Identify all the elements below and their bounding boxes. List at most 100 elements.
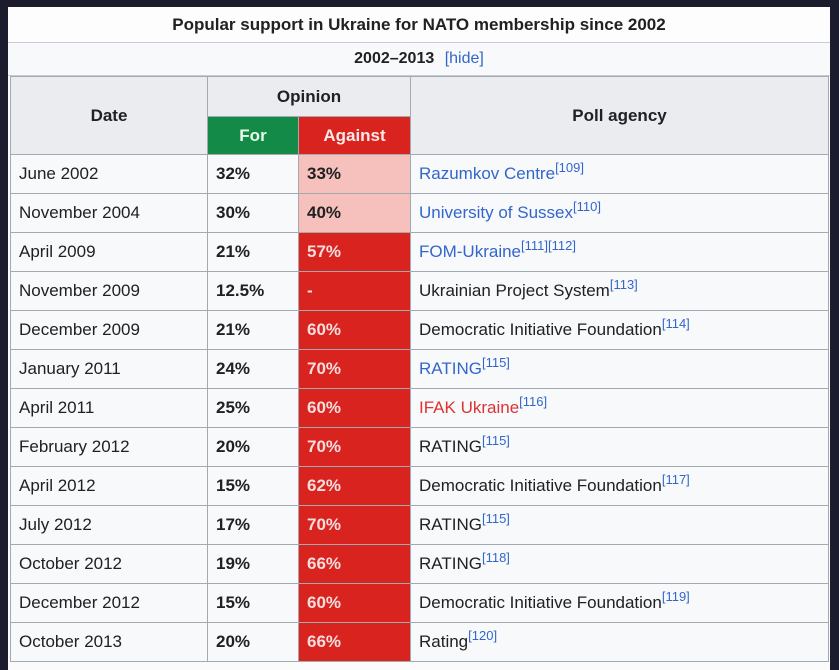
poll-agency-name[interactable]: RATING [419, 359, 482, 378]
poll-agency-name: Democratic Initiative Foundation [419, 320, 662, 339]
table-row: November 2004 30% 40% University of Sussex[… [10, 193, 829, 233]
header-opinion: Opinion [207, 76, 411, 117]
poll-agency-name[interactable]: Razumkov Centre [419, 164, 556, 183]
header-poll-agency: Poll agency [410, 76, 829, 155]
header-for: For [207, 116, 299, 155]
cell-date: April 2012 [10, 466, 208, 506]
cell-poll-agency: Ukrainian Project System[113] [410, 271, 829, 311]
reference-link[interactable]: [119] [661, 589, 690, 604]
poll-agency-name: RATING [419, 554, 482, 573]
cell-poll-agency: Democratic Initiative Foundation[117] [410, 466, 829, 506]
cell-against: 33% [298, 154, 411, 194]
table-row: April 2012 15% 62% Democratic Initiative Fo… [10, 466, 829, 506]
cell-date: November 2009 [10, 271, 208, 311]
cell-poll-agency: University of Sussex[110] [410, 193, 829, 233]
poll-agency-name[interactable]: FOM-Ukraine [419, 242, 522, 261]
cell-for: 15% [207, 583, 299, 623]
reference-link[interactable]: [113] [609, 277, 638, 292]
cell-poll-agency: RATING[115] [410, 505, 829, 545]
cell-for: 30% [207, 193, 299, 233]
cell-poll-agency: RATING[115] [410, 349, 829, 389]
cell-against: 57% [298, 232, 411, 272]
poll-table: Date Opinion Poll agency For Against Jun… [10, 76, 829, 662]
cell-for: 21% [207, 232, 299, 272]
cell-date: October 2013 [10, 622, 208, 662]
hide-toggle-link[interactable]: [hide] [444, 50, 484, 67]
reference-link[interactable]: [117] [661, 472, 690, 487]
cell-date: November 2004 [10, 193, 208, 233]
reference-link[interactable]: [115] [481, 511, 510, 526]
cell-against: 60% [298, 388, 411, 428]
cell-for: 24% [207, 349, 299, 389]
cell-poll-agency: Rating[120] [410, 622, 829, 662]
cell-against: 70% [298, 349, 411, 389]
table-row: July 2012 17% 70% RATING[115] [10, 505, 829, 545]
cell-poll-agency: Razumkov Centre[109] [410, 154, 829, 194]
poll-agency-name: RATING [419, 437, 482, 456]
cell-date: December 2009 [10, 310, 208, 350]
section-header: 2002–2013 [hide] [8, 43, 830, 76]
cell-for: 20% [207, 427, 299, 467]
table-row: January 2011 24% 70% RATING[115] [10, 349, 829, 389]
poll-agency-name: Democratic Initiative Foundation [419, 476, 662, 495]
cell-for: 21% [207, 310, 299, 350]
wiki-table-container: Popular support in Ukraine for NATO memb… [8, 7, 830, 670]
cell-date: April 2011 [10, 388, 208, 428]
poll-agency-name: RATING [419, 515, 482, 534]
cell-against: 40% [298, 193, 411, 233]
cell-against: 66% [298, 622, 411, 662]
table-row: October 2013 20% 66% Rating[120] [10, 622, 829, 662]
cell-date: June 2002 [10, 154, 208, 194]
cell-against: 62% [298, 466, 411, 506]
reference-link[interactable]: [114] [661, 316, 690, 331]
table-row: October 2012 19% 66% RATING[118] [10, 544, 829, 584]
cell-against: 70% [298, 505, 411, 545]
cell-against: 66% [298, 544, 411, 584]
reference-link[interactable]: [110] [573, 199, 601, 214]
reference-link[interactable]: [115] [481, 433, 510, 448]
cell-date: February 2012 [10, 427, 208, 467]
poll-agency-name[interactable]: IFAK Ukraine [419, 398, 520, 417]
table-row: April 2011 25% 60% IFAK Ukraine[116] [10, 388, 829, 428]
table-row: December 2009 21% 60% Democratic Initiative… [10, 310, 829, 350]
cell-for: 20% [207, 622, 299, 662]
reference-link[interactable]: [118] [481, 550, 510, 565]
cell-for: 32% [207, 154, 299, 194]
cell-for: 17% [207, 505, 299, 545]
reference-link[interactable]: [115] [481, 355, 510, 370]
cell-poll-agency: RATING[118] [410, 544, 829, 584]
cell-against: - [298, 271, 411, 311]
poll-agency-name: Rating [419, 632, 469, 651]
cell-date: October 2012 [10, 544, 208, 584]
cell-date: January 2011 [10, 349, 208, 389]
table-row: June 2002 32% 33% Razumkov Centre[109] [10, 154, 829, 194]
cell-poll-agency: RATING[115] [410, 427, 829, 467]
table-row: December 2012 15% 60% Democratic Initiative… [10, 583, 829, 623]
cell-for: 25% [207, 388, 299, 428]
cell-poll-agency: Democratic Initiative Foundation[114] [410, 310, 829, 350]
cell-against: 60% [298, 310, 411, 350]
table-title: Popular support in Ukraine for NATO memb… [8, 7, 830, 43]
cell-date: December 2012 [10, 583, 208, 623]
cell-against: 70% [298, 427, 411, 467]
reference-link[interactable]: [116] [519, 394, 548, 409]
cell-date: April 2009 [10, 232, 208, 272]
table-row: November 2009 12.5% - Ukrainian Project Sys… [10, 271, 829, 311]
cell-poll-agency: FOM-Ukraine[111][112] [410, 232, 829, 272]
reference-link[interactable]: [111][112] [521, 238, 576, 253]
cell-for: 12.5% [207, 271, 299, 311]
header-date: Date [10, 76, 208, 155]
cell-date: July 2012 [10, 505, 208, 545]
cell-for: 19% [207, 544, 299, 584]
poll-agency-name[interactable]: University of Sussex [419, 203, 573, 222]
header-against: Against [298, 116, 411, 155]
section-label: 2002–2013 [354, 50, 435, 67]
poll-agency-name: Ukrainian Project System [419, 281, 610, 300]
cell-for: 15% [207, 466, 299, 506]
cell-poll-agency: IFAK Ukraine[116] [410, 388, 829, 428]
cell-against: 60% [298, 583, 411, 623]
table-row: April 2009 21% 57% FOM-Ukraine[111][112] [10, 232, 829, 272]
reference-link[interactable]: [109] [555, 160, 584, 175]
reference-link[interactable]: [120] [468, 628, 498, 643]
table-row: February 2012 20% 70% RATING[115] [10, 427, 829, 467]
